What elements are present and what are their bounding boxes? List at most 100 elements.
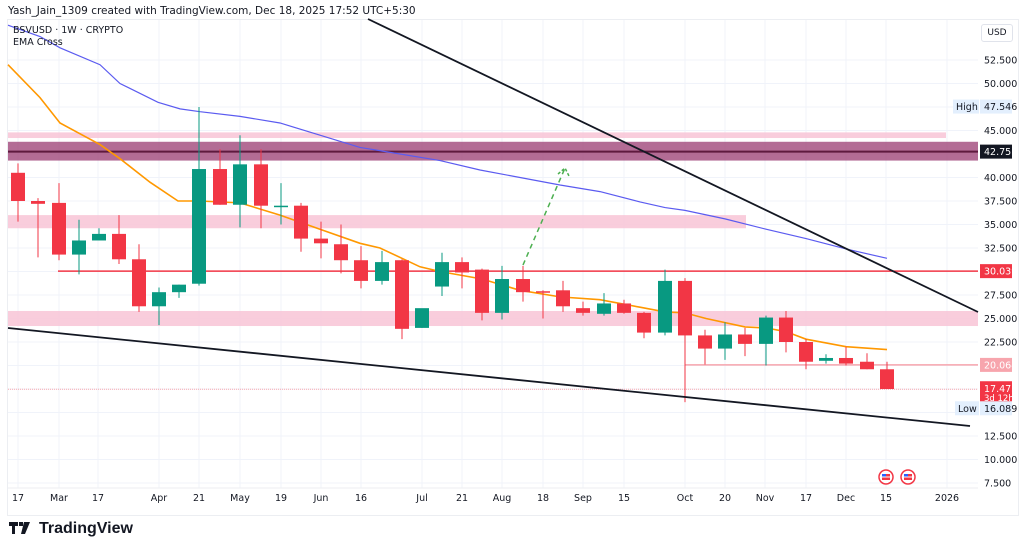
- price-axis[interactable]: 52.500 50.000 45.000 40.000 37.500 35.000 32.5…: [953, 56, 1017, 490]
- candle[interactable]: [254, 149, 268, 229]
- time-tick: 2026: [935, 493, 959, 504]
- candle[interactable]: [839, 346, 853, 366]
- high-price-tag: 47.546: [980, 99, 1017, 114]
- candle[interactable]: [576, 301, 590, 316]
- symbol-info[interactable]: BSVUSD · 1W · CRYPTO: [13, 25, 124, 36]
- time-tick: 16: [355, 493, 367, 504]
- currency-button[interactable]: USD: [981, 24, 1013, 42]
- price-tick: 50.000: [984, 79, 1017, 90]
- candle[interactable]: [678, 278, 692, 403]
- candle[interactable]: [172, 284, 186, 298]
- price-tick: 7.500: [984, 479, 1011, 490]
- level-price-tag: 20.064: [980, 357, 1017, 372]
- candle[interactable]: [112, 215, 126, 264]
- chart-frame: [7, 19, 1019, 516]
- time-tick: Mar: [50, 493, 68, 504]
- candle[interactable]: [617, 299, 631, 314]
- candle[interactable]: [334, 224, 348, 274]
- candle[interactable]: [597, 293, 611, 316]
- candle[interactable]: [556, 280, 570, 312]
- time-tick: 21: [193, 493, 205, 504]
- time-tick: 15: [880, 493, 892, 504]
- level-price-tag: 30.039: [980, 264, 1017, 279]
- supply-demand-zone[interactable]: [8, 310, 978, 327]
- price-tick: 25.000: [984, 314, 1017, 325]
- time-tick: Aug: [493, 493, 512, 504]
- candle[interactable]: [779, 310, 793, 353]
- time-tick: 17: [800, 493, 812, 504]
- supply-demand-zone[interactable]: [8, 132, 946, 139]
- svg-text:3d 12h: 3d 12h: [984, 394, 1014, 404]
- price-tick: 32.500: [984, 244, 1017, 255]
- candle[interactable]: [536, 290, 550, 319]
- candle[interactable]: [92, 228, 106, 241]
- candle[interactable]: [516, 265, 530, 302]
- candle[interactable]: [658, 269, 672, 336]
- us-economic-event-icon[interactable]: [878, 469, 894, 485]
- candle[interactable]: [132, 244, 146, 312]
- chart-legend: BSVUSD · 1W · CRYPTO EMA Cross: [13, 25, 123, 49]
- trendline[interactable]: [367, 18, 979, 313]
- time-tick: 19: [275, 493, 287, 504]
- candle[interactable]: [718, 322, 732, 360]
- candle[interactable]: [294, 202, 308, 252]
- price-tick: 10.000: [984, 455, 1017, 466]
- candle[interactable]: [495, 265, 509, 320]
- svg-text:47.546: 47.546: [984, 102, 1017, 113]
- us-economic-event-icon[interactable]: [900, 469, 916, 485]
- candle[interactable]: [637, 311, 651, 339]
- candle[interactable]: [475, 268, 489, 321]
- candle[interactable]: [375, 250, 389, 285]
- grid: [8, 20, 978, 488]
- candle[interactable]: [72, 219, 86, 275]
- candle[interactable]: [819, 354, 833, 364]
- candle[interactable]: [860, 353, 874, 370]
- svg-text:17.475: 17.475: [984, 384, 1017, 395]
- time-tick: 17: [92, 493, 104, 504]
- candle[interactable]: [698, 329, 712, 365]
- high-label-bg: [953, 99, 979, 114]
- candle[interactable]: [233, 135, 247, 228]
- candle[interactable]: [455, 257, 469, 289]
- candle[interactable]: [213, 149, 227, 205]
- low-price-tag: 16.089: [980, 401, 1017, 416]
- price-tick: 45.000: [984, 126, 1017, 137]
- candle[interactable]: [274, 183, 288, 225]
- tradingview-wordmark: TradingView: [39, 520, 133, 537]
- ema-slow-line[interactable]: [7, 24, 888, 259]
- trendline[interactable]: [7, 327, 971, 427]
- candle[interactable]: [52, 183, 66, 261]
- low-label: Low: [958, 404, 977, 415]
- candle[interactable]: [738, 327, 752, 357]
- chart-attribution: Yash_Jain_1309 created with TradingView.…: [8, 5, 416, 17]
- time-tick: Jul: [415, 493, 427, 504]
- candle[interactable]: [192, 107, 206, 286]
- price-tick: 27.500: [984, 291, 1017, 302]
- resistance-zone-purple[interactable]: [8, 141, 978, 161]
- time-tick: Dec: [837, 493, 855, 504]
- candle[interactable]: [11, 163, 25, 222]
- indicator-ema-cross[interactable]: EMA Cross: [13, 37, 63, 48]
- tradingview-logo-icon: [9, 520, 33, 538]
- time-axis[interactable]: 17 Mar 17 Apr 21 May 19 Jun 16 Jul 21 Aug 18 Sep 15 Oct…: [12, 493, 959, 504]
- time-tick: 21: [456, 493, 468, 504]
- candle[interactable]: [314, 221, 328, 259]
- candle[interactable]: [880, 361, 894, 389]
- price-tick: 12.500: [984, 432, 1017, 443]
- candle[interactable]: [415, 308, 429, 328]
- candle[interactable]: [354, 246, 368, 289]
- price-tick: 52.500: [984, 56, 1017, 67]
- candle[interactable]: [152, 287, 166, 326]
- candles: [11, 107, 894, 403]
- time-tick: Sep: [574, 493, 592, 504]
- candle[interactable]: [799, 339, 813, 370]
- time-tick: 17: [12, 493, 24, 504]
- projection-arrow[interactable]: [522, 166, 570, 266]
- candle[interactable]: [31, 198, 45, 258]
- price-tick: 40.000: [984, 173, 1017, 184]
- candle[interactable]: [759, 315, 773, 366]
- svg-text:20.064: 20.064: [984, 360, 1017, 371]
- candle[interactable]: [435, 252, 449, 296]
- candle[interactable]: [395, 259, 409, 340]
